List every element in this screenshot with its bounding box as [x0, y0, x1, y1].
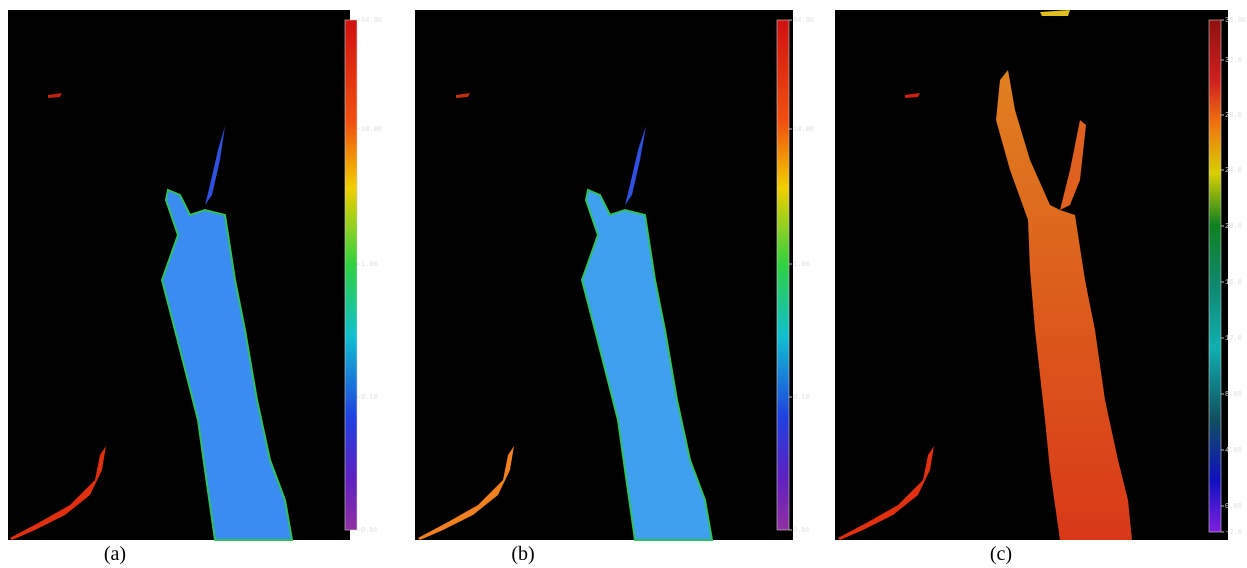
panel-label: (a) — [104, 543, 126, 565]
colorbar-tick-label: 0.01 — [361, 527, 378, 535]
colorbar-tick-label: 0.01 — [793, 527, 810, 535]
island — [456, 93, 470, 98]
colorbar-tick-label: -2.0 — [1225, 529, 1242, 537]
colorbar-tick-label: 0.00 — [1225, 503, 1242, 511]
panel-label: (c) — [990, 543, 1012, 565]
coast — [418, 446, 514, 540]
panel-label: (b) — [511, 543, 534, 565]
colorbar-tick-label: 12.0 — [1225, 335, 1242, 343]
colorbar-tick-label: 24.0 — [1225, 167, 1242, 175]
panel-a — [8, 10, 350, 541]
colorbar-tick-label: 64.00 — [793, 17, 814, 25]
colorbar-tick-label: 4.00 — [1225, 447, 1242, 455]
colorbar-tick-label: 1.00 — [361, 261, 378, 269]
river — [205, 126, 225, 205]
colorbar-tick-label: 8.00 — [1225, 391, 1242, 399]
coast — [838, 446, 934, 540]
island — [905, 93, 920, 98]
colorbar-tick-label: 0.10 — [793, 394, 810, 402]
colorbar-tick-label: 0.10 — [361, 394, 378, 402]
river — [625, 126, 646, 205]
colorbar — [344, 19, 358, 531]
panel-c — [835, 10, 1228, 540]
colorbar-tick-label: 16.0 — [1225, 279, 1242, 287]
colorbar — [776, 19, 790, 531]
colorbar-tick-label: 28.0 — [1225, 112, 1242, 120]
colorbar-tick-label: 32.0 — [1225, 57, 1242, 65]
colorbar-tick-label: 20.0 — [1225, 223, 1242, 231]
island — [48, 93, 62, 98]
colorbar-tick-label: 1.00 — [793, 261, 810, 269]
colorbar-tick-label: 64.00 — [361, 17, 382, 25]
lake — [160, 188, 294, 541]
inlet — [1040, 10, 1070, 16]
colorbar-tick-label: 10.00 — [793, 126, 814, 134]
colorbar — [1208, 19, 1222, 533]
coast — [10, 446, 106, 540]
colorbar-tick-label: 10.00 — [361, 126, 382, 134]
river — [1060, 120, 1086, 210]
lake — [580, 188, 714, 541]
colorbar-tick-label: 35.00 — [1225, 17, 1246, 25]
lake — [996, 70, 1132, 540]
islet — [998, 48, 1002, 72]
panel-b — [415, 10, 793, 541]
